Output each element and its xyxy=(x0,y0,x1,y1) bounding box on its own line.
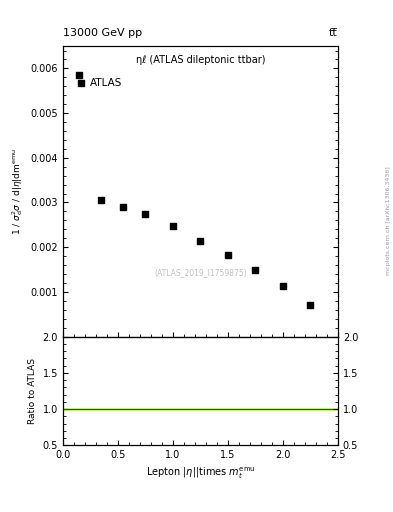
Y-axis label: Ratio to ATLAS: Ratio to ATLAS xyxy=(28,358,37,424)
Point xyxy=(307,301,314,309)
Point xyxy=(280,282,286,290)
Point xyxy=(225,251,231,259)
Y-axis label: 1 / $\sigma_{\rm d}^{2}\sigma$ / d|$\eta$|dm$^{\rm emu}$: 1 / $\sigma_{\rm d}^{2}\sigma$ / d|$\eta… xyxy=(10,148,25,234)
Text: (ATLAS_2019_I1759875): (ATLAS_2019_I1759875) xyxy=(154,268,247,277)
Point xyxy=(142,209,149,218)
Text: ηℓ (ATLAS dileptonic ttbar): ηℓ (ATLAS dileptonic ttbar) xyxy=(136,55,265,65)
Text: 13000 GeV pp: 13000 GeV pp xyxy=(63,28,142,38)
Text: tt̅: tt̅ xyxy=(329,28,338,38)
Point xyxy=(76,71,83,79)
Point xyxy=(98,196,105,204)
Point xyxy=(170,222,176,230)
X-axis label: Lepton $|\eta|$|times $m_t^{\rm emu}$: Lepton $|\eta|$|times $m_t^{\rm emu}$ xyxy=(146,466,255,481)
Point xyxy=(120,203,127,211)
Point xyxy=(252,266,259,274)
Legend: ATLAS: ATLAS xyxy=(73,75,126,91)
Text: mcplots.cern.ch [arXiv:1306.3436]: mcplots.cern.ch [arXiv:1306.3436] xyxy=(386,166,391,274)
Point xyxy=(197,237,204,245)
